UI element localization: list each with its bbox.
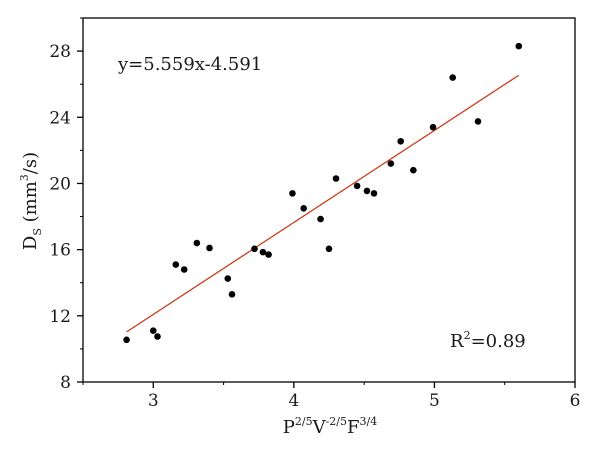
data-point bbox=[251, 245, 258, 253]
y-tick-label: 28 bbox=[49, 42, 71, 62]
data-point bbox=[300, 204, 307, 212]
data-point bbox=[265, 251, 272, 258]
data-point bbox=[325, 245, 333, 253]
data-point bbox=[429, 123, 437, 131]
y-tick-label: 8 bbox=[60, 373, 71, 393]
x-axis-title: P2/5V-2/5F3/4 bbox=[283, 415, 377, 438]
data-point bbox=[206, 244, 213, 252]
data-point bbox=[410, 166, 417, 174]
axes: 3 4 5 6 8 12 16 20 24 28 bbox=[49, 17, 581, 411]
x-tick-label: 3 bbox=[148, 391, 159, 411]
data-point bbox=[149, 327, 157, 335]
data-point bbox=[397, 137, 404, 145]
data-point bbox=[193, 239, 201, 247]
data-point bbox=[154, 333, 161, 340]
data-point bbox=[180, 266, 188, 273]
data-point bbox=[515, 42, 523, 50]
data-point bbox=[317, 215, 324, 223]
data-point bbox=[172, 261, 180, 268]
data-points bbox=[123, 42, 523, 344]
data-point bbox=[289, 190, 296, 197]
r-squared-label: R2=0.89 bbox=[450, 329, 526, 352]
data-point bbox=[228, 291, 236, 298]
y-tick-label: 24 bbox=[49, 108, 71, 128]
x-tick-label: 6 bbox=[570, 391, 581, 411]
equation-label: y=5.559x-4.591 bbox=[117, 54, 262, 75]
data-point bbox=[474, 118, 482, 125]
data-point bbox=[332, 175, 340, 182]
plot-frame bbox=[82, 17, 576, 383]
data-point bbox=[353, 182, 361, 190]
x-tick-label: 4 bbox=[288, 391, 299, 411]
y-tick-label: 16 bbox=[49, 241, 71, 261]
data-point bbox=[370, 190, 378, 197]
fit-line bbox=[126, 74, 520, 333]
fit-line-layer bbox=[126, 74, 520, 333]
data-point bbox=[363, 187, 371, 195]
data-point bbox=[259, 248, 267, 256]
x-tick-label: 5 bbox=[429, 391, 440, 411]
y-axis-title: DS (mm3/s) bbox=[18, 152, 44, 250]
data-point bbox=[449, 74, 457, 81]
data-point bbox=[224, 275, 232, 282]
y-tick-label: 12 bbox=[49, 307, 71, 327]
y-tick-label: 20 bbox=[49, 174, 71, 194]
data-point bbox=[387, 160, 395, 167]
data-point bbox=[123, 336, 130, 344]
